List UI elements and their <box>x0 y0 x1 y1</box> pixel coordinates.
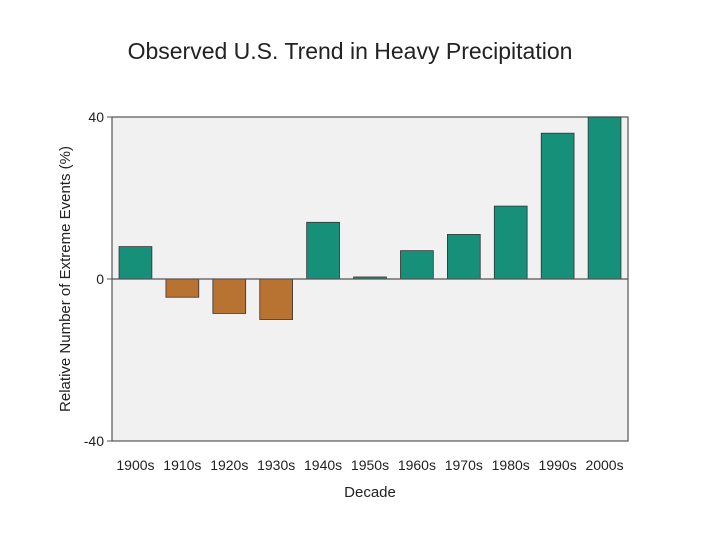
y-axis-title: Relative Number of Extreme Events (%) <box>57 146 74 412</box>
y-axis-ticks: 40 0 -40 <box>84 109 112 449</box>
x-axis-ticks: 1900s 1910s 1920s 1930s 1940s 1950s 1960s 1970s… <box>116 457 623 473</box>
x-tick-label: 1980s <box>492 457 530 473</box>
x-tick-label: 1940s <box>304 457 342 473</box>
x-tick-label: 1920s <box>210 457 248 473</box>
bar-1930s <box>259 278 294 320</box>
x-tick-label: 1930s <box>257 457 295 473</box>
x-tick-label: 1970s <box>445 457 483 473</box>
x-tick-label: 2000s <box>585 457 623 473</box>
x-tick-label: 1900s <box>116 457 154 473</box>
bar-1980s <box>493 205 528 280</box>
bar-1940s <box>306 221 340 280</box>
y-tick-label: 0 <box>96 271 104 287</box>
y-tick-label: -40 <box>84 433 104 449</box>
bar-1960s <box>400 250 434 280</box>
bar-2000s <box>587 116 622 280</box>
x-tick-label: 1990s <box>539 457 577 473</box>
bar-1910s <box>165 278 200 298</box>
x-tick-label: 1910s <box>163 457 201 473</box>
bar-1920s <box>212 278 247 314</box>
bar-1990s <box>540 132 575 280</box>
y-tick-label: 40 <box>88 109 104 125</box>
bar-1900s <box>118 246 153 280</box>
bar-1970s <box>446 234 481 280</box>
x-tick-label: 1950s <box>351 457 389 473</box>
x-tick-label: 1960s <box>398 457 436 473</box>
x-axis-title: Decade <box>344 484 396 501</box>
chart-title: Observed U.S. Trend in Heavy Precipitati… <box>127 38 573 64</box>
